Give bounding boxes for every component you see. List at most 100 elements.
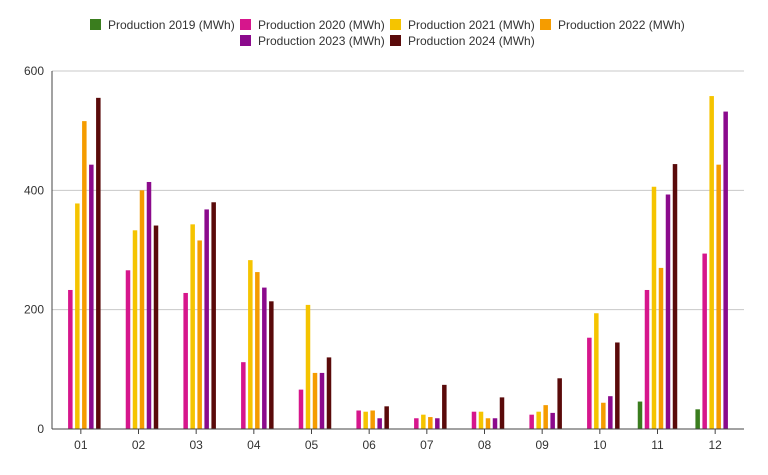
- legend-label: Production 2021 (MWh): [408, 18, 535, 32]
- bar-06-series-5: [384, 406, 389, 429]
- bar-09-series-4: [550, 412, 555, 429]
- bar-02-series-4: [146, 181, 152, 429]
- legend-label: Production 2019 (MWh): [108, 18, 235, 32]
- x-tick-label: 07: [420, 438, 434, 452]
- bar-10-series-1: [587, 337, 592, 429]
- bar-02-series-5: [153, 225, 159, 429]
- bar-06-series-3: [370, 410, 375, 429]
- bar-03-series-1: [183, 292, 188, 429]
- bar-02-series-2: [132, 230, 138, 429]
- legend-item[interactable]: Production 2019 (MWh): [90, 18, 235, 32]
- bar-10-series-2: [594, 313, 599, 429]
- bar-12-series-2: [709, 96, 714, 429]
- bar-04-series-2: [248, 260, 253, 429]
- x-tick-label: 05: [305, 438, 319, 452]
- x-tick-label: 01: [74, 438, 88, 452]
- bar-10-series-3: [601, 402, 606, 429]
- legend-swatch: [390, 19, 401, 30]
- bar-03-series-3: [197, 240, 202, 429]
- bar-05-series-4: [319, 372, 325, 429]
- legend-swatch: [240, 19, 251, 30]
- bar-05-series-1: [298, 389, 304, 429]
- legend-swatch: [540, 19, 551, 30]
- bar-03-series-5: [211, 202, 216, 429]
- bar-09-series-1: [529, 414, 534, 429]
- x-tick-label: 11: [651, 438, 664, 452]
- bar-06-series-4: [377, 418, 382, 429]
- x-tick-label: 03: [189, 438, 203, 452]
- x-tick-label: 02: [132, 438, 146, 452]
- bar-11-series-5: [672, 164, 678, 429]
- bar-08-series-5: [499, 397, 505, 429]
- bar-03-series-4: [204, 209, 209, 429]
- bar-04-series-3: [255, 272, 260, 429]
- legend-item[interactable]: Production 2021 (MWh): [390, 18, 535, 32]
- legend-swatch: [390, 35, 401, 46]
- x-tick-label: 06: [362, 438, 376, 452]
- bar-12-series-3: [716, 164, 721, 429]
- bar-02-series-1: [125, 270, 131, 429]
- bar-07-series-4: [435, 418, 440, 429]
- bar-05-series-3: [312, 372, 318, 429]
- bar-12-series-0: [695, 409, 700, 429]
- legend-label: Production 2020 (MWh): [258, 18, 385, 32]
- bar-10-series-4: [608, 396, 613, 429]
- bar-11-series-2: [651, 186, 657, 429]
- y-tick-label: 400: [24, 183, 44, 197]
- bar-04-series-1: [241, 362, 246, 429]
- x-tick-label: 10: [593, 438, 607, 452]
- bar-11-series-4: [665, 194, 671, 429]
- bar-11-series-0: [637, 401, 643, 429]
- bar-08-series-3: [485, 418, 491, 429]
- y-tick-label: 600: [24, 64, 44, 78]
- bar-09-series-3: [543, 405, 548, 429]
- axes: 0 200 400 600 01 02 03 04 05 06 07 08 09 10 11 12: [24, 64, 744, 452]
- bar-01-series-2: [75, 203, 80, 429]
- bar-02-series-3: [139, 190, 145, 429]
- bars: [68, 96, 728, 430]
- x-tick-label: 04: [247, 438, 261, 452]
- y-tick-label: 0: [37, 422, 44, 436]
- x-tick-label: 09: [535, 438, 549, 452]
- legend-item[interactable]: Production 2022 (MWh): [540, 18, 685, 32]
- bar-12-series-4: [723, 111, 728, 429]
- bar-07-series-2: [421, 414, 426, 429]
- legend-label: Production 2023 (MWh): [258, 34, 385, 48]
- y-tick-label: 200: [24, 303, 44, 317]
- legend: Production 2019 (MWh) Production 2020 (MW…: [90, 18, 685, 48]
- bar-03-series-2: [190, 224, 195, 429]
- bar-07-series-3: [428, 417, 433, 429]
- bar-06-series-1: [356, 410, 361, 429]
- bar-07-series-1: [414, 418, 419, 429]
- bar-05-series-2: [305, 304, 311, 429]
- bar-01-series-4: [89, 164, 94, 429]
- x-tick-label: 08: [478, 438, 492, 452]
- bar-11-series-1: [644, 289, 650, 429]
- legend-item[interactable]: Production 2020 (MWh): [240, 18, 385, 32]
- legend-label: Production 2022 (MWh): [558, 18, 685, 32]
- bar-01-series-3: [82, 121, 87, 430]
- bar-01-series-5: [96, 97, 101, 429]
- bar-08-series-2: [478, 411, 484, 429]
- bar-09-series-5: [557, 378, 562, 429]
- legend-item[interactable]: Production 2024 (MWh): [390, 34, 535, 48]
- bar-10-series-5: [615, 342, 620, 429]
- grid: [52, 70, 744, 311]
- legend-item[interactable]: Production 2023 (MWh): [240, 34, 385, 48]
- x-tick-label: 12: [708, 438, 722, 452]
- bar-08-series-4: [492, 418, 498, 429]
- legend-label: Production 2024 (MWh): [408, 34, 535, 48]
- legend-swatch: [90, 19, 101, 30]
- bar-11-series-3: [658, 267, 664, 429]
- bar-05-series-5: [326, 357, 332, 429]
- bar-09-series-2: [536, 411, 541, 429]
- legend-swatch: [240, 35, 251, 46]
- bar-01-series-1: [68, 289, 73, 429]
- bar-08-series-1: [471, 411, 477, 429]
- bar-04-series-5: [269, 301, 274, 429]
- bar-06-series-2: [363, 411, 368, 429]
- bar-04-series-4: [262, 287, 267, 429]
- bar-12-series-1: [702, 253, 707, 429]
